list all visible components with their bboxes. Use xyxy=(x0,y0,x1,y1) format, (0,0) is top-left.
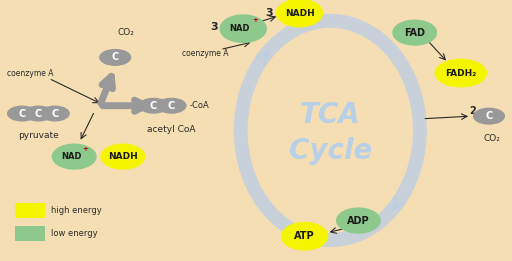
Text: +: + xyxy=(252,17,258,23)
Text: FADH₂: FADH₂ xyxy=(445,69,477,78)
Text: NADH: NADH xyxy=(108,152,138,161)
Text: -CoA: -CoA xyxy=(189,101,209,110)
Text: low energy: low energy xyxy=(51,229,98,238)
Ellipse shape xyxy=(220,15,266,43)
Text: pyruvate: pyruvate xyxy=(18,131,59,140)
Text: 3: 3 xyxy=(265,8,272,18)
Ellipse shape xyxy=(393,20,436,45)
Text: NAD: NAD xyxy=(230,24,250,33)
Text: C: C xyxy=(485,111,493,121)
Circle shape xyxy=(157,98,186,113)
Text: C: C xyxy=(18,109,26,118)
Ellipse shape xyxy=(435,60,486,87)
Ellipse shape xyxy=(282,222,328,250)
Circle shape xyxy=(100,50,131,65)
Text: C: C xyxy=(51,109,58,118)
Text: 2: 2 xyxy=(470,106,476,116)
Ellipse shape xyxy=(101,144,144,169)
Text: high energy: high energy xyxy=(51,206,102,215)
FancyBboxPatch shape xyxy=(15,203,45,218)
Ellipse shape xyxy=(52,144,96,169)
Text: C: C xyxy=(150,101,157,111)
Text: coenzyme A: coenzyme A xyxy=(182,49,228,58)
Text: CO₂: CO₂ xyxy=(117,28,134,37)
Text: NAD: NAD xyxy=(61,152,81,161)
Circle shape xyxy=(139,98,168,113)
Text: CO₂: CO₂ xyxy=(483,134,500,143)
Text: FAD: FAD xyxy=(404,28,425,38)
Ellipse shape xyxy=(337,208,380,233)
Circle shape xyxy=(24,106,53,121)
Circle shape xyxy=(474,108,504,124)
Text: +: + xyxy=(82,146,88,152)
Text: C: C xyxy=(35,109,42,118)
Ellipse shape xyxy=(276,0,323,27)
Text: C: C xyxy=(168,101,175,111)
Text: ADP: ADP xyxy=(347,216,370,226)
Text: NADH: NADH xyxy=(285,9,314,17)
Text: 3: 3 xyxy=(210,22,218,32)
Text: C: C xyxy=(112,52,119,62)
Text: TCA: TCA xyxy=(300,101,360,129)
Circle shape xyxy=(40,106,69,121)
Text: acetyl CoA: acetyl CoA xyxy=(147,125,196,134)
FancyBboxPatch shape xyxy=(15,226,45,241)
Text: coenzyme A: coenzyme A xyxy=(8,69,54,78)
Text: ATP: ATP xyxy=(294,231,315,241)
Circle shape xyxy=(8,106,36,121)
Text: Cycle: Cycle xyxy=(289,137,372,165)
